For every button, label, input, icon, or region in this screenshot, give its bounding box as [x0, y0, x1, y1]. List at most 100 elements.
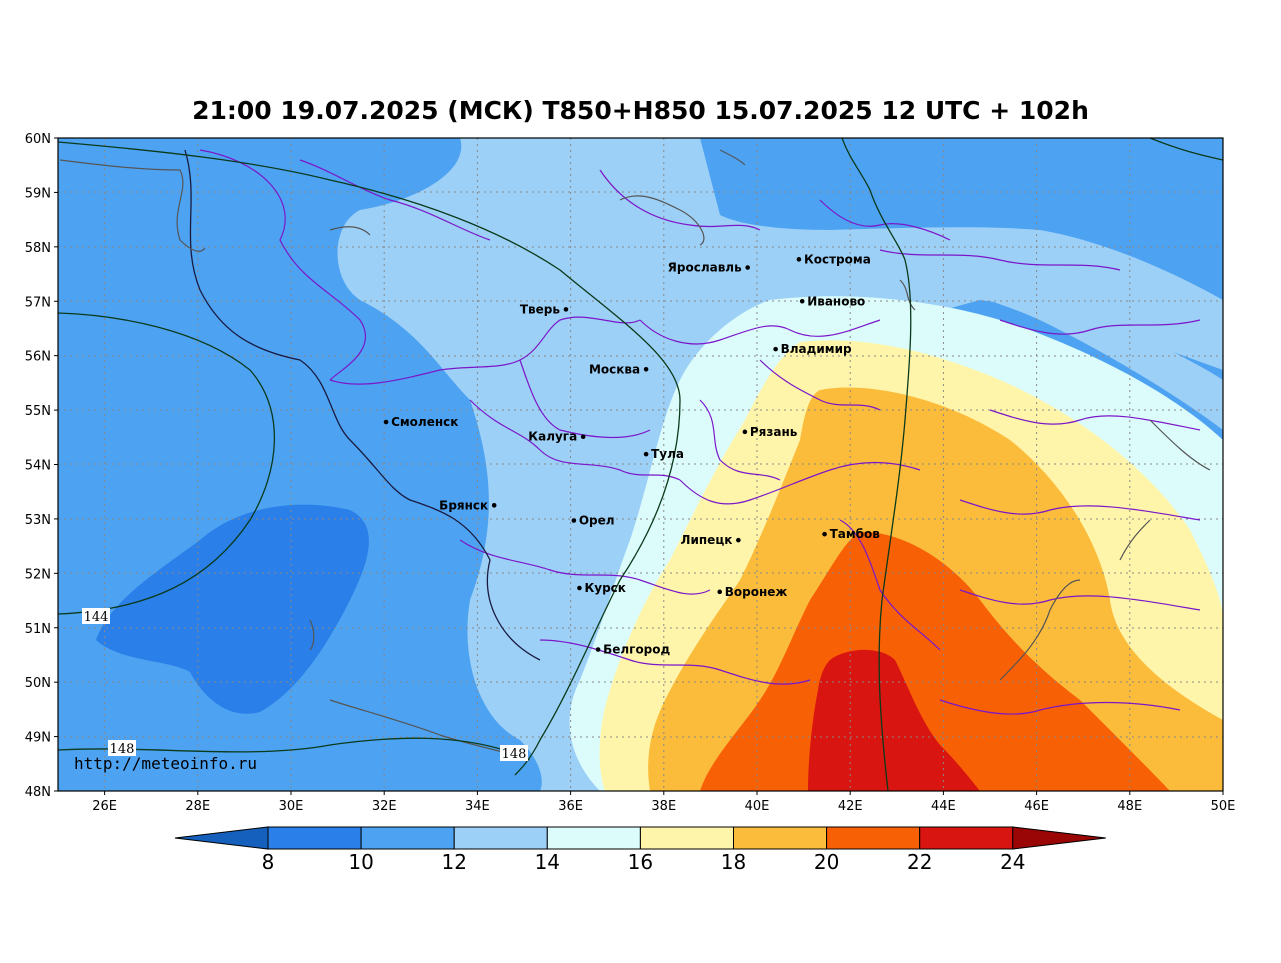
colorbar-tick-label: 10	[348, 850, 373, 874]
city-dot	[595, 647, 601, 652]
colorbar-segment	[267, 826, 362, 850]
city-dot	[799, 298, 805, 304]
lon-tick-label: 40E	[745, 799, 770, 814]
lon-tick-label: 34E	[465, 799, 490, 814]
city-dot	[577, 585, 582, 591]
lat-tick-label: 49N	[25, 731, 51, 746]
colorbar-segment	[733, 826, 828, 850]
colorbar-tick-label: 20	[814, 850, 839, 874]
longitude-axis: 26E 28E 30E 32E 34E 36E 38E 40E 42E 44E 46E 48E 50E	[92, 791, 1235, 814]
field-band-24	[808, 649, 980, 791]
lon-tick-label: 46E	[1024, 799, 1049, 814]
city-dot	[796, 257, 802, 262]
colorbar-tick-label: 12	[441, 850, 466, 874]
colorbar-tick-label: 18	[721, 850, 746, 874]
colorbar-segment	[826, 826, 921, 850]
city-dot	[563, 307, 569, 312]
lat-tick-label: 54N	[25, 459, 51, 474]
geopotential-contours	[58, 138, 1223, 791]
city-label: Смоленск	[391, 415, 458, 429]
colorbar-segment	[639, 826, 735, 850]
lat-tick-label: 48N	[25, 785, 51, 800]
contour-label: 144	[84, 610, 109, 625]
city-dot	[745, 265, 750, 270]
city-markers: Кострома Ярославль Иваново Тверь Владимир Мос…	[383, 252, 881, 657]
city-dot	[491, 503, 497, 508]
water-outlines	[59, 149, 1211, 761]
lat-tick-label: 52N	[25, 567, 51, 582]
country-border	[184, 149, 541, 661]
city-label: Рязань	[750, 425, 798, 439]
city-label: Белгород	[603, 643, 670, 657]
map-title: 21:00 19.07.2025 (МСК) T850+H850 15.07.2…	[192, 96, 1089, 125]
colorbar-segment	[453, 826, 548, 850]
city-label: Тамбов	[830, 527, 881, 541]
city-dot	[717, 589, 723, 595]
city-label: Липецк	[681, 533, 733, 547]
lat-tick-label: 58N	[25, 241, 51, 256]
field-band-10	[96, 504, 369, 714]
colorbar-tick-label: 16	[628, 850, 653, 874]
colorbar-extend-low	[174, 826, 269, 850]
city-label: Курск	[584, 581, 625, 595]
colorbar-segment	[360, 826, 455, 850]
colorbar-tick-label: 14	[535, 850, 560, 874]
city-dot	[571, 518, 577, 523]
lat-tick-label: 60N	[25, 132, 51, 147]
city-label: Калуга	[528, 430, 577, 444]
city-label: Владимир	[781, 342, 852, 356]
region-borders	[199, 149, 1201, 715]
colorbar-tick-label: 24	[1000, 850, 1025, 874]
city-label: Брянск	[439, 498, 488, 512]
city-dot	[643, 451, 649, 457]
temperature-field	[58, 138, 1223, 791]
city-dot	[580, 434, 586, 440]
city-label: Москва	[589, 362, 640, 376]
city-label: Тула	[651, 447, 684, 461]
lat-tick-label: 57N	[25, 295, 51, 310]
lat-tick-label: 50N	[25, 676, 51, 691]
contour-label: 148	[110, 742, 135, 757]
lon-tick-label: 28E	[185, 799, 210, 814]
field-band-12-ne	[700, 138, 1223, 300]
contour-label: 148	[502, 747, 527, 762]
lat-tick-label: 56N	[25, 350, 51, 365]
colorbar: 8 10 12 14 16 18 20 22 24	[174, 826, 1106, 874]
lon-tick-label: 26E	[92, 799, 117, 814]
colorbar-tick-label: 22	[907, 850, 932, 874]
city-dot	[742, 429, 748, 435]
field-band-12-ne-mid	[720, 215, 1223, 430]
colorbar-segment	[919, 826, 1014, 850]
lon-tick-label: 50E	[1211, 799, 1236, 814]
lat-tick-label: 53N	[25, 513, 51, 528]
lon-tick-label: 42E	[838, 799, 863, 814]
colorbar-segment	[546, 826, 641, 850]
city-label: Воронеж	[725, 585, 788, 599]
lon-tick-label: 32E	[372, 799, 397, 814]
city-label: Ярославль	[668, 261, 742, 275]
lon-tick-label: 44E	[931, 799, 956, 814]
lon-tick-label: 48E	[1117, 799, 1142, 814]
lat-tick-label: 55N	[25, 404, 51, 419]
lon-tick-label: 30E	[279, 799, 304, 814]
latitude-axis: 60N 59N 58N 57N 56N 55N 54N 53N 52N 51N 50N 49N 48N	[25, 132, 58, 800]
city-label: Орел	[579, 514, 615, 528]
city-label: Тверь	[520, 302, 561, 316]
city-dot	[773, 346, 778, 352]
lat-tick-label: 51N	[25, 622, 51, 637]
lon-tick-label: 38E	[651, 799, 676, 814]
city-dot	[736, 537, 741, 543]
contour-label-group: 144 148 148	[82, 608, 528, 762]
city-dot	[383, 419, 389, 425]
colorbar-extend-high	[1012, 826, 1106, 850]
lat-tick-label: 59N	[25, 186, 51, 201]
city-label: Иваново	[807, 294, 865, 308]
city-dot	[822, 531, 827, 537]
lon-tick-label: 36E	[558, 799, 583, 814]
colorbar-tick-label: 8	[262, 850, 275, 874]
city-dot	[643, 366, 649, 372]
city-label: Кострома	[804, 252, 871, 266]
graticule	[58, 138, 1223, 791]
watermark-url: http://meteoinfo.ru	[74, 754, 257, 773]
